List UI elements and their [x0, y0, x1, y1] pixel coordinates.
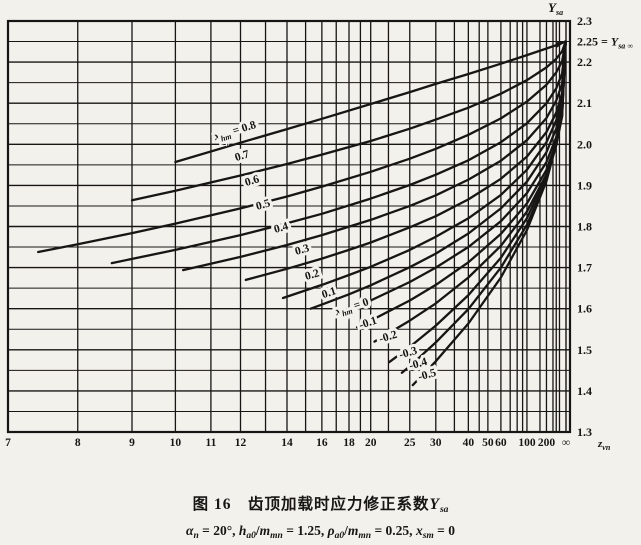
curve-label-xhm-0.7: 0.7 — [233, 148, 250, 164]
curve-xhm--0.5 — [411, 40, 567, 387]
x-tick-9: 9 — [129, 437, 135, 449]
y-tick-1.3: 1.3 — [577, 425, 592, 439]
curve-xhm--0.2 — [373, 40, 567, 343]
caption-part: / — [344, 523, 348, 538]
x-tick-16: 16 — [316, 437, 328, 449]
y-tick-1.7: 1.7 — [577, 261, 592, 275]
caption-part: 图 16 齿顶加载时应力修正系数 — [192, 496, 430, 513]
y-tick-1.9: 1.9 — [577, 178, 592, 192]
asymptote-label: 2.25 = Ysa ∞ — [577, 35, 633, 51]
caption-part: α — [186, 523, 194, 538]
caption-part: sa — [439, 505, 449, 515]
curve-xhm-0.2 — [281, 40, 567, 300]
x-tick-7: 7 — [5, 437, 11, 449]
ysa-chart: xhm = 0.8 0.7 0.6 0.5 0.4 0.3 0.2 0.1 xhm = 0 -0.… — [5, 0, 633, 452]
caption-part: sm — [422, 531, 434, 541]
caption-part: = 0.25, — [371, 523, 416, 538]
caption-part: a0 — [334, 531, 345, 541]
y-tick-2.3: 2.3 — [577, 14, 592, 28]
caption-part: mn — [358, 531, 372, 541]
caption-part: mn — [270, 531, 283, 541]
curve-label-xhm-0.6: 0.6 — [243, 173, 260, 189]
curve-label-xhm-0.3: 0.3 — [294, 242, 311, 258]
x-tick-18: 18 — [343, 437, 355, 449]
figure-caption: 图 16 齿顶加载时应力修正系数Ysa αn = 20°, ha0/mmn = … — [0, 494, 641, 545]
y-tick-2.2: 2.2 — [577, 55, 592, 69]
curve-xhm-0.7 — [130, 40, 567, 202]
x-tick-60: 60 — [495, 437, 507, 449]
caption-part: m — [259, 523, 271, 538]
caption-part: a0 — [246, 531, 256, 541]
curve-xhm-0.4 — [181, 40, 567, 272]
curve-label-xhm-0.2: 0.2 — [304, 267, 321, 283]
curve-xhm-0.8 — [174, 40, 567, 164]
x-tick-50: 50 — [482, 437, 494, 449]
x-tick-30: 30 — [430, 437, 442, 449]
y-tick-1.5: 1.5 — [577, 343, 592, 357]
curve-family — [37, 40, 567, 387]
caption-part: / — [255, 523, 260, 538]
x-tick-8: 8 — [75, 437, 81, 449]
curve-label-xhm--0.2: -0.2 — [378, 329, 399, 346]
y-tick-2.1: 2.1 — [577, 96, 592, 110]
caption-part: ρ — [327, 523, 335, 538]
x-tick-200: 200 — [538, 437, 556, 449]
caption-part: = 0 — [433, 523, 455, 538]
curve-label-xhm-0.5: 0.5 — [255, 197, 272, 213]
curve-xhm-0.6 — [37, 40, 567, 254]
grid — [7, 20, 570, 433]
y-tick-1.8: 1.8 — [577, 220, 592, 234]
x-tick-40: 40 — [463, 437, 475, 449]
caption-part: m — [347, 523, 359, 538]
x-tick-10: 10 — [170, 437, 182, 449]
caption-part: = 1.25, — [282, 523, 328, 538]
caption-part: n — [193, 531, 199, 541]
x-tick-20: 20 — [365, 437, 377, 449]
plot-frame — [6, 19, 572, 434]
caption-part: h — [238, 523, 247, 538]
x-tick-11: 11 — [205, 437, 216, 449]
figure-conditions: αn = 20°, ha0/mmn = 1.25, ρa0/mmn = 0.25… — [0, 521, 641, 545]
y-tick-1.4: 1.4 — [577, 384, 592, 398]
y-tick-2.0: 2.0 — [577, 137, 592, 151]
caption-part: = 20°, — [198, 523, 239, 538]
curve-xhm-0.3 — [244, 40, 567, 282]
x-tick-14: 14 — [281, 437, 293, 449]
x-axis-ticks: 7 8 9 10 11 12 14 16 18 20 25 30 40 50 60 100 200 ∞ — [5, 437, 570, 449]
figure-title: 图 16 齿顶加载时应力修正系数Ysa — [0, 494, 641, 521]
curve-label-xhm-0.8: xhm = 0.8 — [212, 119, 259, 145]
caption-part: x — [415, 523, 423, 538]
asymptote-arrowhead — [555, 41, 566, 48]
x-tick-25: 25 — [404, 437, 416, 449]
y-axis-title: Ysa — [548, 0, 563, 17]
y-tick-1.6: 1.6 — [577, 302, 592, 316]
caption-part: Y — [429, 496, 440, 513]
x-axis-title: zvn — [597, 438, 611, 452]
x-tick-∞: ∞ — [562, 437, 570, 449]
curve-xhm-0.5 — [110, 40, 567, 265]
curve-xhm-0.1 — [309, 40, 567, 310]
x-tick-100: 100 — [518, 437, 536, 449]
x-tick-12: 12 — [235, 437, 247, 449]
y-axis-ticks: 2.3 2.2 2.1 2.0 1.9 1.8 1.7 1.6 1.5 1.4 1.3 — [577, 14, 592, 439]
